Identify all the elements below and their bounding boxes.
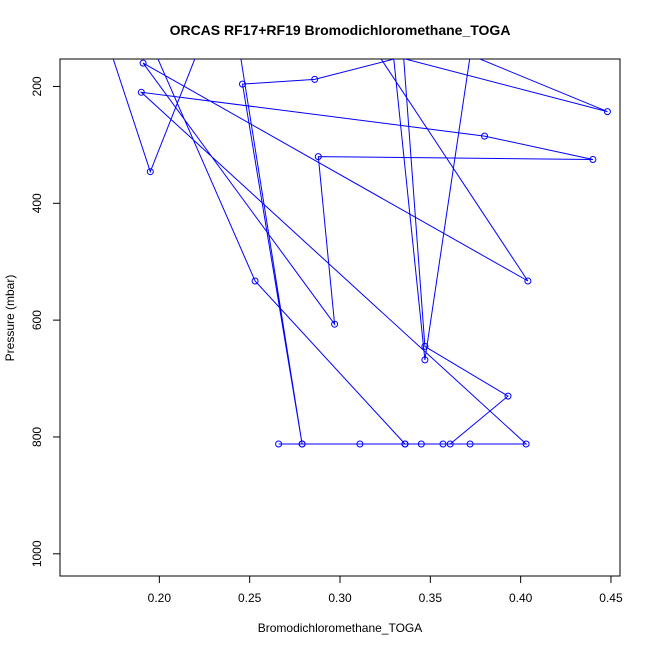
series-layer xyxy=(112,59,611,448)
x-tick-label: 0.40 xyxy=(509,591,533,605)
data-point xyxy=(239,80,246,88)
data-point xyxy=(417,440,425,448)
data-point xyxy=(421,356,429,364)
data-point xyxy=(139,59,147,67)
x-axis: 0.20 0.25 0.30 0.35 0.40 0.45 xyxy=(148,575,623,605)
x-tick-label: 0.35 xyxy=(419,591,443,605)
x-tick-label: 0.25 xyxy=(238,591,262,605)
x-axis-label: Bromodichloromethane_TOGA xyxy=(258,621,423,635)
data-point xyxy=(146,168,154,176)
chart-title: ORCAS RF17+RF19 Bromodichloromethane_TOG… xyxy=(170,22,511,38)
data-point xyxy=(298,440,306,448)
data-point xyxy=(522,440,530,448)
x-tick-label: 0.20 xyxy=(148,591,172,605)
data-point xyxy=(603,108,611,116)
data-point xyxy=(421,342,429,350)
plot-frame xyxy=(59,58,621,577)
data-point xyxy=(446,440,454,448)
data-point xyxy=(401,440,409,448)
data-point xyxy=(356,440,364,448)
y-tick-label: 1000 xyxy=(30,540,44,567)
y-tick-label: 600 xyxy=(30,310,44,330)
data-point xyxy=(314,153,322,161)
y-tick-label: 400 xyxy=(30,193,44,213)
data-point xyxy=(466,440,474,448)
data-point xyxy=(504,392,512,400)
y-axis: 200 400 600 800 1000 xyxy=(30,76,61,567)
data-point xyxy=(524,277,532,285)
data-point xyxy=(468,59,473,60)
data-point xyxy=(589,156,597,163)
data-point xyxy=(481,132,488,140)
data-point xyxy=(137,88,145,96)
y-axis-label: Pressure (mbar) xyxy=(3,275,17,362)
data-point xyxy=(275,440,283,448)
data-point xyxy=(331,320,339,328)
data-point xyxy=(251,277,259,285)
y-tick-label: 200 xyxy=(30,76,44,96)
data-point xyxy=(439,440,447,448)
x-tick-label: 0.30 xyxy=(328,591,352,605)
y-tick-label: 800 xyxy=(30,427,44,447)
x-tick-label: 0.45 xyxy=(599,591,623,605)
data-point xyxy=(311,75,319,83)
series-line xyxy=(112,59,608,445)
